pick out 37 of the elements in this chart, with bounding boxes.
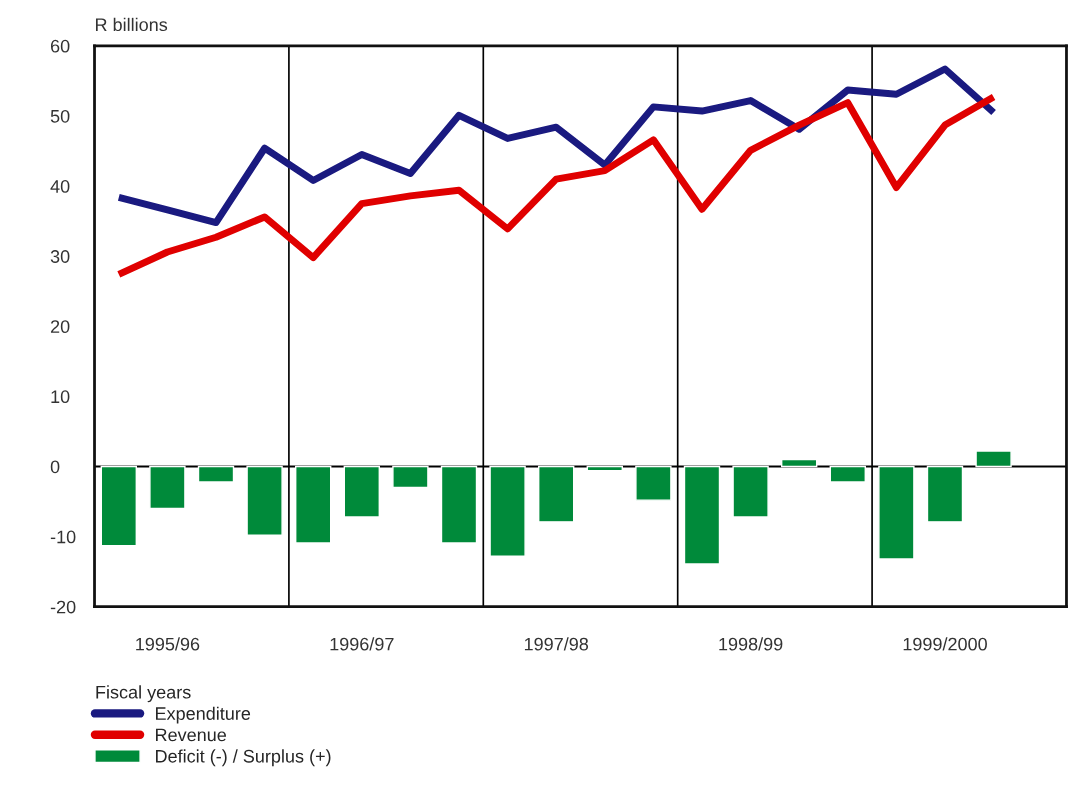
bar [295,465,332,544]
bar [440,465,478,544]
x-tick-label: 1997/98 [524,637,589,651]
bar [149,465,186,510]
y-tick-label: 50 [50,109,70,123]
y-tick-label: 40 [50,180,70,193]
legend-title: Fiscal years [96,685,191,703]
x-tick-label: 1998/99 [719,637,783,651]
bar [635,465,672,501]
bar [246,465,283,536]
y-tick-label: -20 [50,600,76,614]
y-tick-label: 20 [50,320,70,334]
bar [538,465,575,523]
x-tick-label: 1996/97 [330,637,394,651]
bar [489,465,526,557]
bar [829,465,866,483]
bar [100,465,138,547]
legend-label: Expenditure [156,706,251,724]
y-tick-label: -10 [50,530,76,544]
bar [926,465,964,523]
y-axis-title: R billions [95,17,168,32]
y-tick-label: 10 [51,390,70,404]
bar [392,465,429,489]
y-tick-label: 60 [50,39,70,53]
x-tick-label: 1995/96 [136,637,200,651]
legend-label: Deficit (-) / Surplus (+) [156,749,331,767]
bar [780,458,818,468]
legend-label: Revenue [156,728,226,742]
bar [878,465,915,560]
y-tick-label: 30 [50,250,70,263]
bar [343,465,380,518]
bar [197,465,235,483]
y-tick-label: 0 [50,460,60,474]
bar [975,450,1012,468]
x-tick-label: 1999/2000 [903,637,987,651]
bar [683,465,721,565]
bar [732,465,769,518]
